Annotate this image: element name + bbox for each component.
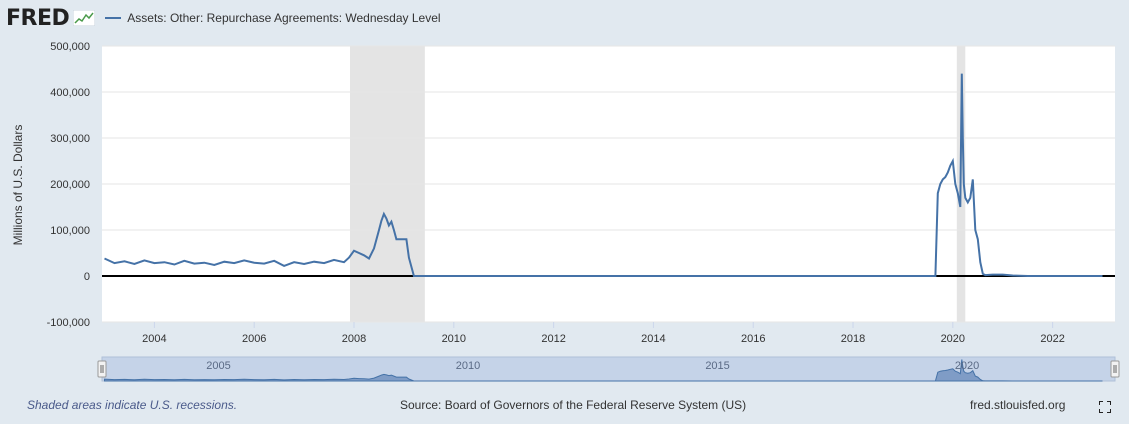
y-tick-label: 400,000: [50, 87, 90, 99]
x-tick-label: 2018: [841, 333, 865, 345]
fullscreen-icon[interactable]: [1099, 401, 1111, 413]
series-line[interactable]: [104, 73, 1103, 277]
recession-note: Shaded areas indicate U.S. recessions.: [27, 398, 238, 412]
y-tick-labels: -100,000 0 100,000 200,000 300,000 400,000 500…: [47, 41, 90, 329]
navigator-label: 2015: [705, 360, 729, 372]
fred-sparkline-icon: [73, 10, 96, 26]
legend: Assets: Other: Repurchase Agreements: We…: [105, 11, 441, 25]
navigator-label: 2010: [456, 360, 480, 372]
navigator-label: 2020: [955, 360, 979, 372]
y-tick-label: 0: [84, 271, 90, 283]
y-tick-label: 300,000: [50, 133, 90, 145]
navigator-right-handle[interactable]: [1110, 360, 1120, 378]
legend-label[interactable]: Assets: Other: Repurchase Agreements: We…: [127, 11, 441, 25]
x-tick-label: 2006: [242, 333, 266, 345]
y-tick-label: 500,000: [50, 41, 90, 53]
x-tick-label: 2012: [541, 333, 565, 345]
fred-logo[interactable]: FRED: [6, 5, 70, 31]
chart-header: FRED Assets: Other: Repurchase Agreement…: [6, 4, 441, 32]
navigator-label: 2005: [206, 360, 230, 372]
x-tick-label: 2008: [342, 333, 366, 345]
y-tick-label: 200,000: [50, 179, 90, 191]
x-tick-label: 2016: [741, 333, 765, 345]
x-tick-label: 2004: [142, 333, 166, 345]
x-tick-label: 2022: [1040, 333, 1064, 345]
legend-swatch: [105, 17, 122, 19]
navigator-labels: 2005 2010 2015 2020: [206, 360, 979, 372]
y-tick-label: 100,000: [50, 225, 90, 237]
source-note: Source: Board of Governors of the Federa…: [400, 398, 747, 412]
x-tick-label: 2010: [442, 333, 466, 345]
y-axis-title: Millions of U.S. Dollars: [11, 125, 25, 246]
x-tick-label: 2020: [941, 333, 965, 345]
y-tick-label: -100,000: [47, 317, 90, 329]
site-link[interactable]: fred.stlouisfed.org: [970, 398, 1066, 412]
x-tick-labels: 2004 2006 2008 2010 2012 2014 2016 2018 2020 2022: [142, 322, 1065, 345]
navigator[interactable]: 2005 2010 2015 2020: [97, 356, 1120, 382]
x-tick-label: 2014: [641, 333, 665, 345]
navigator-left-handle[interactable]: [97, 360, 107, 378]
navigator-series-area: [104, 359, 1103, 382]
